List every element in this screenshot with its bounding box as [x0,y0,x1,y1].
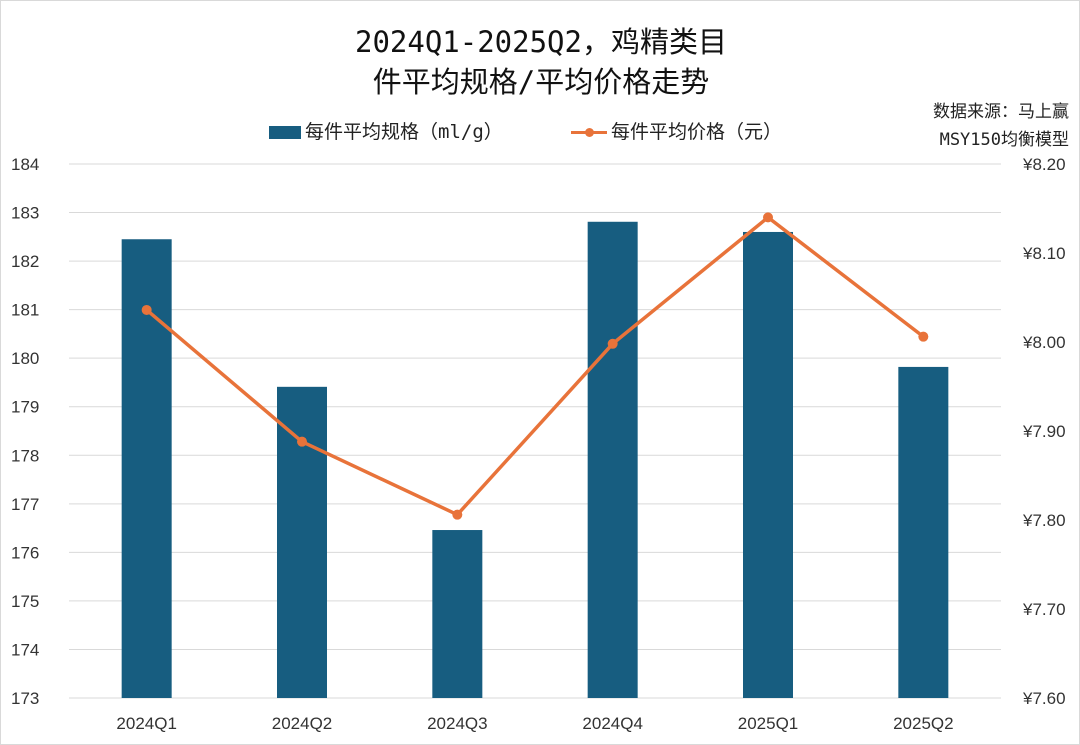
bar [121,239,172,698]
left-tick-label: 182 [11,252,39,271]
left-tick-label: 175 [11,592,39,611]
bar [898,366,949,698]
price-line [145,215,925,517]
right-tick-label: ¥7.90 [1022,422,1066,441]
price-point [452,509,463,520]
left-tick-label: 183 [11,204,39,223]
price-point [763,212,773,223]
x-tick-label: 2024Q2 [272,714,333,733]
left-tick-label: 177 [11,495,39,514]
legend-line-swatch [571,128,607,137]
legend-bar-label: 每件平均规格（ml/g） [305,121,503,143]
right-tick-label: ¥8.00 [1022,333,1066,352]
right-tick-label: ¥7.60 [1022,689,1066,708]
price-point [141,304,152,315]
price-point [607,338,618,349]
right-tick-label: ¥7.80 [1022,511,1066,530]
x-tick-label: 2024Q1 [116,714,177,733]
source-line2: MSY150均衡模型 [939,130,1069,150]
left-tick-label: 174 [11,640,39,659]
price-point [918,331,929,342]
left-tick-label: 173 [11,689,39,708]
bar [277,386,327,698]
right-tick-label: ¥7.70 [1022,600,1066,619]
left-tick-label: 176 [11,543,39,562]
legend-bar-swatch [269,126,301,139]
bar [432,530,483,698]
legend-bar: 每件平均规格（ml/g） [269,117,503,144]
chart-title-line2: 件平均规格/平均价格走势 [372,65,710,99]
source-line1: 数据来源：马上赢 [933,102,1069,122]
left-tick-label: 180 [11,349,39,368]
left-tick-label: 179 [11,398,39,417]
left-tick-label: 181 [11,301,39,320]
left-tick-label: 184 [11,155,39,174]
chart-title-line1: 2024Q1-2025Q2，鸡精类目 [355,25,727,59]
bar [743,231,793,699]
legend-line: 每件平均价格（元） [571,117,782,144]
legend-line-label: 每件平均价格（元） [611,121,783,143]
x-tick-label: 2024Q3 [427,714,488,733]
x-tick-label: 2025Q1 [738,714,799,733]
x-tick-label: 2024Q4 [582,714,643,733]
x-tick-label: 2025Q2 [893,714,954,733]
right-tick-label: ¥8.20 [1022,155,1066,174]
price-point [297,436,307,447]
left-tick-label: 178 [11,446,39,465]
right-tick-label: ¥8.10 [1022,244,1066,263]
bar [587,221,638,698]
